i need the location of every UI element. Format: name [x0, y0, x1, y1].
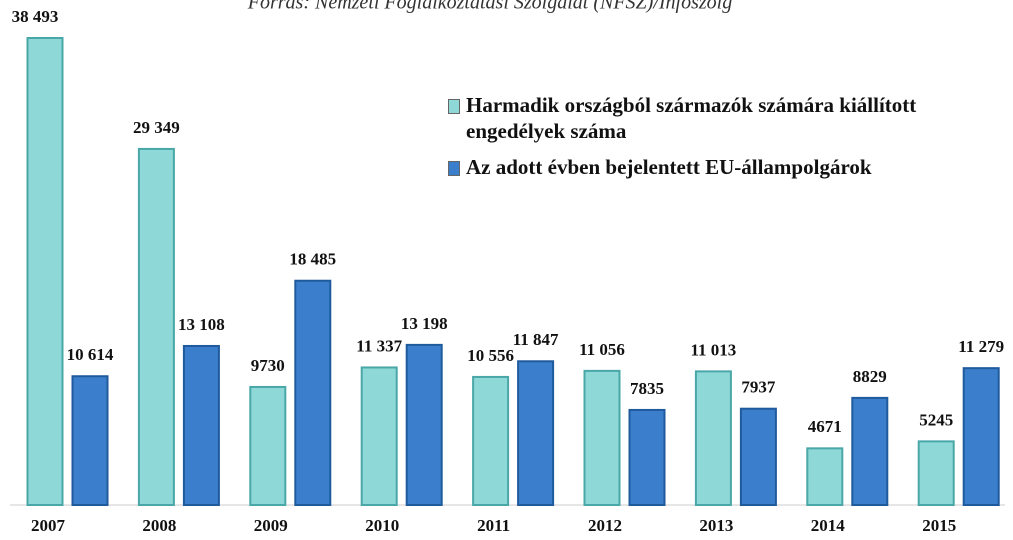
- bar: [851, 396, 889, 506]
- bar: [405, 343, 443, 506]
- value-label: 5245: [919, 410, 953, 429]
- value-label: 7835: [630, 379, 664, 398]
- x-tick-label: 2009: [254, 516, 288, 535]
- value-label: 4671: [808, 417, 842, 436]
- bar: [294, 279, 332, 507]
- bar: [694, 370, 732, 506]
- bar: [739, 407, 777, 506]
- bar: [71, 375, 109, 506]
- bar: [628, 408, 666, 507]
- x-tick-label: 2013: [699, 516, 733, 535]
- x-tick-label: 2012: [588, 516, 622, 535]
- x-tick-label: 2015: [922, 516, 956, 535]
- value-label: 7937: [741, 378, 776, 397]
- value-label: 11 279: [958, 337, 1004, 356]
- bar: [26, 37, 64, 506]
- value-label: 11 056: [579, 340, 625, 359]
- value-label: 29 349: [133, 118, 180, 137]
- legend-label: Harmadik országból származók számára kiá…: [466, 93, 917, 143]
- legend-label: Az adott évben bejelentett EU-állampolgá…: [466, 155, 872, 179]
- bar: [249, 385, 287, 506]
- value-label: 8829: [853, 367, 887, 386]
- bar: [917, 440, 955, 506]
- value-label: 10 614: [67, 345, 114, 364]
- bar: [806, 447, 844, 507]
- value-label: 38 493: [12, 7, 59, 26]
- legend-item: Az adott évben bejelentett EU-állampolgá…: [448, 154, 1008, 180]
- value-label: 11 847: [513, 330, 559, 349]
- bar: [137, 147, 175, 506]
- value-label: 9730: [251, 356, 285, 375]
- bar: [517, 360, 555, 506]
- value-label: 13 198: [401, 314, 448, 333]
- x-tick-label: 2010: [365, 516, 399, 535]
- bar: [182, 344, 220, 506]
- bar: [472, 375, 510, 506]
- bar: [360, 366, 398, 506]
- x-tick-label: 2008: [142, 516, 176, 535]
- legend-item: Harmadik országból származók számára kiá…: [448, 92, 1008, 144]
- chart-subtitle: Forrás: Nemzeti Foglalkoztatási Szolgála…: [247, 0, 732, 14]
- value-label: 11 013: [690, 340, 736, 359]
- x-tick-label: 2014: [811, 516, 846, 535]
- bar: [583, 369, 621, 506]
- value-label: 18 485: [289, 250, 336, 269]
- legend-swatch: [448, 161, 460, 176]
- value-label: 10 556: [467, 346, 514, 365]
- value-label: 11 337: [356, 336, 402, 355]
- x-tick-label: 2011: [477, 516, 510, 535]
- bar: [962, 367, 1000, 507]
- legend-swatch: [448, 99, 460, 114]
- x-tick-label: 2007: [31, 516, 66, 535]
- legend: Harmadik országból származók számára kiá…: [448, 92, 1008, 190]
- value-label: 13 108: [178, 315, 225, 334]
